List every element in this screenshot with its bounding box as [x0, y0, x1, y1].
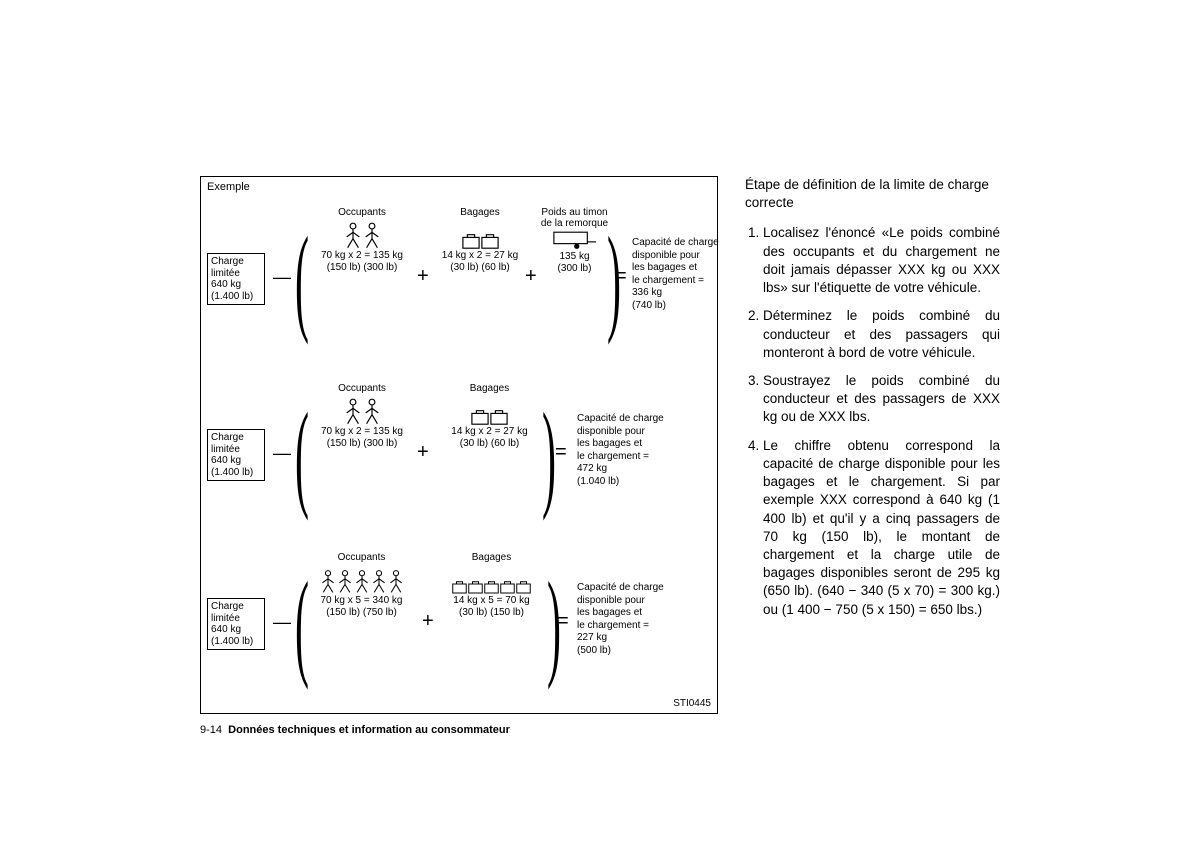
minus-icon: —: [273, 267, 291, 288]
bagages-group: Bagages 14 kg x 2 = 27 kg (30 lb) (60 lb…: [435, 207, 525, 274]
example-label: Exemple: [207, 181, 250, 193]
right-column: Étape de définition de la limite de char…: [745, 176, 1000, 629]
bag-icons: [435, 220, 525, 250]
occupants-group: Occupants 70 kg x 5 = 340 kg (150 lb) (7…: [304, 552, 419, 619]
occupants-label: Occupants: [312, 207, 412, 218]
charge-box: Charge limitée 640 kg (1.400 lb): [207, 253, 265, 305]
row-3: Charge limitée 640 kg (1.400 lb) — ( Occ…: [207, 552, 712, 692]
bag-icon: [516, 579, 531, 595]
minus-icon: —: [273, 612, 291, 633]
bag-icon: [468, 579, 483, 595]
bagages-group: Bagages 14 kg x 5 = 70 kg (30 lb) (150 l…: [439, 552, 544, 619]
bag-icon: [490, 408, 508, 426]
timon-kg: 135 kg: [537, 251, 612, 263]
plus-icon: +: [422, 610, 434, 633]
result-text: Capacité de charge disponible pour les b…: [577, 413, 687, 488]
trailer-icon: [553, 231, 597, 251]
occupants-group: Occupants 70 kg x 2 = 135 kg (150 lb) (3…: [312, 383, 412, 450]
bag-icon: [481, 232, 499, 250]
step-item: Déterminez le poids combiné du conducteu…: [763, 307, 1000, 362]
person-icon: [344, 398, 362, 426]
page-number: 9-14: [200, 724, 222, 736]
trailer-icon-wrap: [537, 231, 612, 251]
timon-lbs: (300 lb): [537, 263, 612, 275]
timon-group: Poids au timon de la remorque 135 kg (30…: [537, 207, 612, 275]
bag-icon: [500, 579, 515, 595]
person-icon: [371, 569, 387, 595]
bag-icon: [462, 232, 480, 250]
person-icon: [354, 569, 370, 595]
charge-l1: Charge: [211, 256, 244, 267]
bagages-group: Bagages 14 kg x 2 = 27 kg (30 lb) (60 lb…: [442, 383, 537, 450]
bag-lbs: (30 lb) (60 lb): [435, 262, 525, 274]
bag-calc: 14 kg x 2 = 27 kg: [435, 250, 525, 262]
person-icons: [312, 220, 412, 250]
bag-icon: [452, 579, 467, 595]
charge-l2: limitée: [211, 268, 240, 279]
result-text: Capacité de charge disponible pour les b…: [632, 237, 742, 312]
step-item: Soustrayez le poids combiné du conducteu…: [763, 372, 1000, 427]
steps-list: Localisez l'énoncé «Le poids combiné des…: [745, 224, 1000, 618]
diagram-ref: STI0445: [673, 698, 711, 709]
result-text: Capacité de charge disponible pour les b…: [577, 582, 687, 657]
minus-icon: —: [273, 443, 291, 464]
person-icon: [320, 569, 336, 595]
plus-icon: +: [417, 441, 429, 464]
steps-heading: Étape de définition de la limite de char…: [745, 176, 1000, 212]
row-1: Charge limitée 640 kg (1.400 lb) — ( Occ…: [207, 207, 712, 347]
diagram-box: Exemple STI0445 Charge limitée 640 kg (1…: [200, 176, 718, 714]
equals-icon: =: [555, 441, 565, 464]
person-icon: [363, 398, 381, 426]
occ-lbs: (150 lb) (300 lb): [312, 262, 412, 274]
plus-icon: +: [417, 265, 429, 288]
plus-icon: +: [525, 265, 537, 288]
timon-label: Poids au timon de la remorque: [537, 207, 612, 229]
page-caption: 9-14 Données techniques et information a…: [200, 724, 1000, 736]
charge-box: Charge limitée 640 kg (1.400 lb): [207, 429, 265, 481]
bag-icon: [471, 408, 489, 426]
charge-l4: (1.400 lb): [211, 291, 253, 302]
person-icon: [344, 222, 362, 250]
person-icon: [363, 222, 381, 250]
bag-icon: [484, 579, 499, 595]
bagages-label: Bagages: [435, 207, 525, 218]
caption-title: Données techniques et information au con…: [228, 724, 510, 736]
equals-icon: =: [615, 265, 625, 288]
charge-box: Charge limitée 640 kg (1.400 lb): [207, 598, 265, 650]
charge-l3: 640 kg: [211, 279, 241, 290]
row-2: Charge limitée 640 kg (1.400 lb) — ( Occ…: [207, 383, 712, 523]
person-icon: [337, 569, 353, 595]
equals-icon: =: [557, 610, 567, 633]
occ-calc: 70 kg x 2 = 135 kg: [312, 250, 412, 262]
step-item: Le chiffre obtenu correspond la capacité…: [763, 437, 1000, 619]
person-icon: [388, 569, 404, 595]
step-item: Localisez l'énoncé «Le poids combiné des…: [763, 224, 1000, 297]
occupants-group: Occupants 70 kg x 2 = 135 kg (150 lb) (3…: [312, 207, 412, 274]
